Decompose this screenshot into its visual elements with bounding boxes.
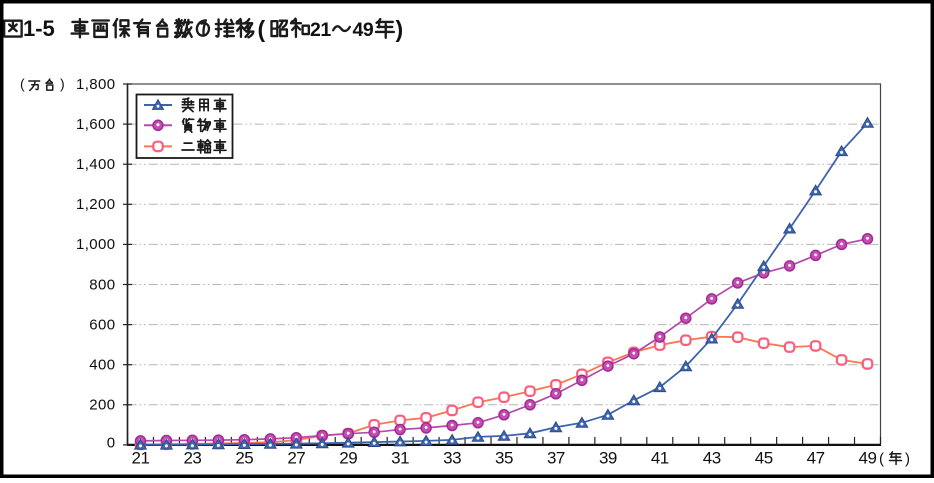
svg-text:47: 47 — [807, 449, 825, 468]
svg-text:): ) — [60, 76, 65, 92]
svg-text:25: 25 — [235, 449, 253, 468]
svg-text:800: 800 — [89, 276, 115, 293]
svg-text:600: 600 — [89, 316, 115, 333]
svg-text:400: 400 — [89, 357, 115, 374]
svg-text:(: ( — [20, 76, 25, 92]
svg-text:1,400: 1,400 — [76, 156, 116, 173]
svg-text:43: 43 — [703, 449, 721, 468]
svg-text:23: 23 — [183, 449, 201, 468]
svg-text:1,600: 1,600 — [76, 116, 116, 133]
svg-text:39: 39 — [599, 449, 617, 468]
svg-text:1,000: 1,000 — [76, 236, 116, 253]
svg-text:27: 27 — [287, 449, 305, 468]
svg-text:1,800: 1,800 — [76, 76, 116, 93]
svg-text:1,200: 1,200 — [76, 196, 116, 213]
svg-text:): ) — [396, 16, 404, 42]
svg-text:(: ( — [879, 451, 884, 468]
svg-text:(: ( — [258, 16, 266, 42]
svg-text:31: 31 — [391, 449, 409, 468]
svg-text:21: 21 — [310, 19, 331, 41]
svg-text:45: 45 — [755, 449, 773, 468]
svg-text:37: 37 — [547, 449, 565, 468]
svg-text:49: 49 — [353, 19, 374, 41]
svg-text:0: 0 — [107, 434, 116, 451]
svg-text:1-5: 1-5 — [23, 16, 55, 41]
svg-text:): ) — [905, 451, 910, 468]
svg-text:21: 21 — [132, 449, 150, 468]
svg-text:29: 29 — [339, 449, 357, 468]
svg-text:33: 33 — [443, 449, 461, 468]
svg-text:41: 41 — [651, 449, 669, 468]
svg-text:200: 200 — [89, 397, 115, 414]
svg-text:49: 49 — [859, 449, 877, 468]
svg-text:35: 35 — [495, 449, 513, 468]
